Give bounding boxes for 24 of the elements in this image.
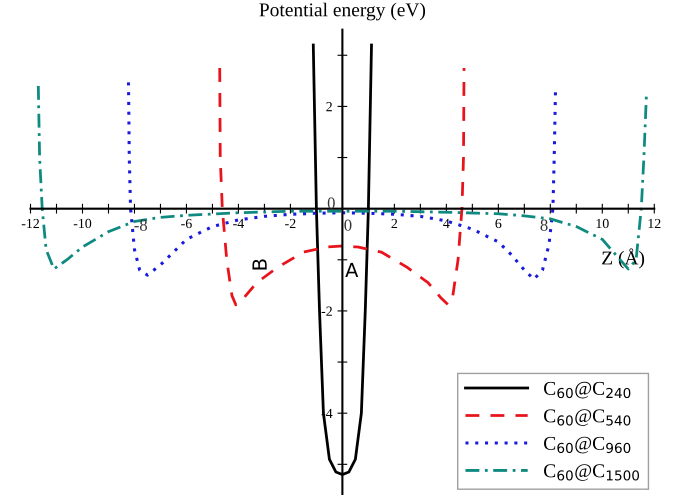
x-tick-label: 4 bbox=[443, 218, 450, 228]
legend-label: C$_{60}$@C$_{540}$ bbox=[544, 409, 630, 426]
x-axis-title: Z (Å) bbox=[602, 248, 644, 269]
x-tick-label: -2 bbox=[285, 218, 296, 228]
x-tick-label: 10 bbox=[596, 218, 609, 228]
x-tick-label: 2 bbox=[392, 218, 398, 228]
y-axis-title: Potential energy (eV) bbox=[259, 2, 426, 20]
x-tick-label: -8 bbox=[134, 220, 148, 231]
x-tick-label: 6 bbox=[495, 218, 502, 228]
annotation: B bbox=[252, 259, 267, 270]
x-tick-label: 12 bbox=[648, 218, 660, 228]
legend-label: C$_{60}$@C$_{240}$ bbox=[544, 382, 630, 398]
x-tick-label: -4 bbox=[233, 218, 244, 228]
x-tick-label: -10 bbox=[74, 218, 92, 228]
y-tick-label: 2 bbox=[326, 102, 332, 112]
x-tick-label: 0 bbox=[344, 220, 352, 231]
annotation: A bbox=[345, 262, 358, 278]
x-tick-label: -12 bbox=[22, 218, 39, 228]
legend-label: C$_{60}$@C$_{1500}$ bbox=[544, 464, 640, 481]
legend-label: C$_{60}$@C$_{960}$ bbox=[544, 436, 630, 454]
y-tick-label: 0 bbox=[328, 197, 335, 209]
x-tick-label: -6 bbox=[181, 218, 192, 228]
y-tick-label: -2 bbox=[322, 306, 332, 316]
x-tick-label: 8 bbox=[540, 220, 548, 231]
